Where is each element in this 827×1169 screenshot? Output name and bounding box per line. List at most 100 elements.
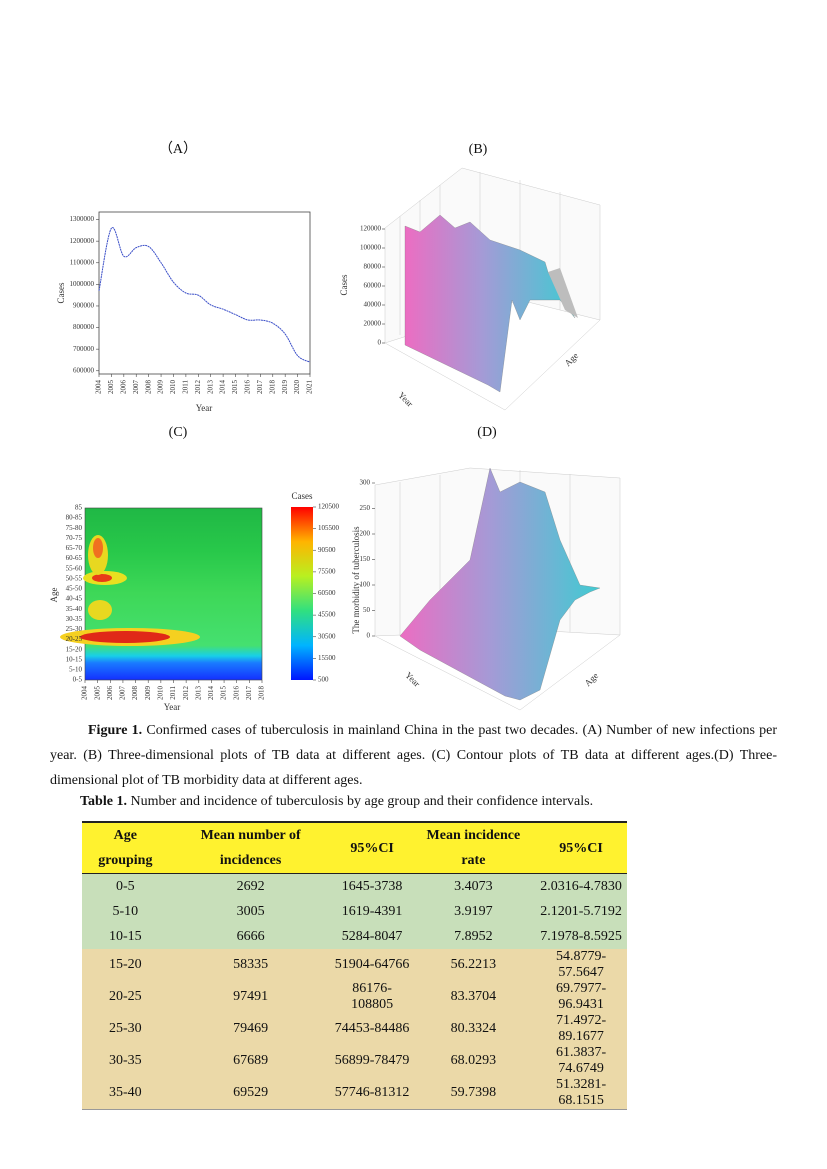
table-cell: 86176-108805	[332, 981, 412, 1013]
data-table: Age grouping Mean number of incidences 95%…	[82, 821, 627, 1110]
axes-frame	[98, 211, 311, 375]
caption-text: Number and incidence of tuberculosis by …	[130, 794, 594, 809]
x-tick-label: 2004	[95, 380, 103, 395]
x-axis-label: Year	[164, 702, 181, 712]
y-tick-label: 75-80	[66, 524, 83, 532]
y-tick-label: 900000	[73, 302, 95, 310]
table-cell: 79469	[168, 1013, 333, 1045]
table-cell: 54.8779-57.5647	[535, 949, 627, 981]
colorbar-tick-label: 105500	[318, 524, 340, 532]
table-row: 30-35 67689 56899-78479 68.0293 61.3837-74.6…	[82, 1045, 627, 1077]
table-cell: 5-10	[82, 899, 169, 924]
table-cell: 56.2213	[411, 949, 536, 981]
table-cell: 56899-78479	[332, 1045, 412, 1077]
x-tick-label: 2012	[194, 380, 202, 395]
surface-3d	[399, 467, 601, 701]
table-cell: 20-25	[82, 981, 169, 1013]
x-tick-label: 2007	[132, 380, 140, 395]
y-tick-label: 700000	[73, 345, 95, 353]
table-cell: 59.7398	[411, 1077, 536, 1110]
y-tick-label: 55-60	[66, 564, 83, 572]
panel-label: (D)	[477, 425, 497, 440]
z-axis-label: Cases	[339, 274, 349, 295]
panel-label: (B)	[469, 142, 488, 157]
header-row: Age grouping Mean number of incidences 95%…	[82, 821, 627, 874]
y-tick-label: 40-45	[66, 595, 83, 603]
z-tick-label: 200	[360, 530, 371, 538]
table-cell: 2.0316-4.7830	[535, 873, 627, 899]
table-cell: 61.3837-74.6749	[535, 1045, 627, 1077]
y-axis-label: Age	[582, 670, 600, 688]
table-cell: 58335	[168, 949, 333, 981]
x-tick-label: 2019	[281, 380, 289, 395]
table-row: 15-20 58335 51904-64766 56.2213 54.8779-57.5…	[82, 949, 627, 981]
z-tick-label: 150	[360, 555, 371, 563]
z-tick-label: 50	[363, 606, 371, 614]
y-tick-label: 85	[75, 504, 83, 512]
y-tick-label: 15-20	[66, 645, 83, 653]
x-tick-label: 2012	[182, 686, 190, 701]
table-cell: 80.3324	[411, 1013, 536, 1045]
y-tick-label: 35-40	[66, 605, 83, 613]
table-cell: 7.1978-8.5925	[535, 924, 627, 949]
x-tick-label: 2007	[119, 686, 127, 701]
x-tick-label: 2021	[306, 380, 314, 395]
x-tick-label: 2005	[107, 380, 115, 395]
y-tick-label: 5-10	[69, 665, 82, 673]
table-cell: 7.8952	[411, 924, 536, 949]
table-cell: 1619-4391	[332, 899, 412, 924]
contour-map	[84, 507, 263, 681]
caption-label: Table 1.	[80, 794, 127, 809]
y-tick-label: 10-15	[66, 655, 83, 663]
colorbar-tick-label: 500	[318, 676, 329, 684]
y-tick-label: 1200000	[70, 237, 95, 245]
y-tick-label: 45-50	[66, 585, 83, 593]
x-tick-label: 2013	[206, 380, 214, 395]
header-cell: Age grouping	[82, 821, 169, 874]
y-tick-label: 65-70	[66, 544, 83, 552]
table-cell: 25-30	[82, 1013, 169, 1045]
table-cell: 15-20	[82, 949, 169, 981]
z-tick-label: 20000	[364, 320, 382, 328]
table-cell: 1645-3738	[332, 873, 412, 899]
z-tick-label: 250	[360, 504, 371, 512]
table-row: 35-40 69529 57746-81312 59.7398 51.3281-68.1…	[82, 1077, 627, 1110]
table-cell: 69.7977-96.9431	[535, 981, 627, 1013]
x-tick-label: 2016	[244, 380, 252, 395]
table-cell: 51904-64766	[332, 949, 412, 981]
x-tick-label: 2011	[169, 686, 177, 700]
table-cell: 74453-84486	[332, 1013, 412, 1045]
x-tick-label: 2010	[156, 686, 164, 701]
contour-map	[60, 535, 200, 646]
z-tick-label: 300	[360, 479, 371, 487]
z-tick-label: 0	[378, 339, 382, 347]
panel-label: （A）	[159, 141, 197, 157]
table-cell: 83.3704	[411, 981, 536, 1013]
x-tick-label: 2009	[157, 380, 165, 395]
y-tick-label: 600000	[73, 366, 95, 374]
x-tick-label: 2008	[144, 380, 152, 395]
table-cell: 69529	[168, 1077, 333, 1110]
table-caption: Table 1. Number and incidence of tubercu…	[80, 794, 593, 810]
z-tick-label: 60000	[364, 282, 382, 290]
table-cell: 10-15	[82, 924, 169, 949]
colorbar-tick-label: 60500	[318, 589, 336, 597]
surface-3d	[548, 268, 578, 318]
y-tick-label: 1100000	[70, 258, 95, 266]
table-cell: 35-40	[82, 1077, 169, 1110]
colorbar-tick-label: 45500	[318, 611, 336, 619]
table-row: 10-15 6666 5284-8047 7.8952 7.1978-8.5925	[82, 924, 627, 949]
colorbar-tick-label: 15500	[318, 654, 336, 662]
data-line	[98, 227, 311, 363]
y-tick-label: 0-5	[73, 676, 83, 684]
table-cell: 67689	[168, 1045, 333, 1077]
x-tick-label: 2014	[207, 686, 215, 701]
table-row: 5-10 3005 1619-4391 3.9197 2.1201-5.7192	[82, 899, 627, 924]
colorbar-tick-label: 30500	[318, 632, 336, 640]
y-tick-label: 25-30	[66, 625, 83, 633]
z-tick-label: 100000	[360, 244, 382, 252]
colorbar-title: Cases	[292, 491, 313, 501]
x-axis-label: Year	[396, 390, 415, 409]
y-tick-label: 70-75	[66, 534, 83, 542]
y-tick-label: 60-65	[66, 554, 83, 562]
